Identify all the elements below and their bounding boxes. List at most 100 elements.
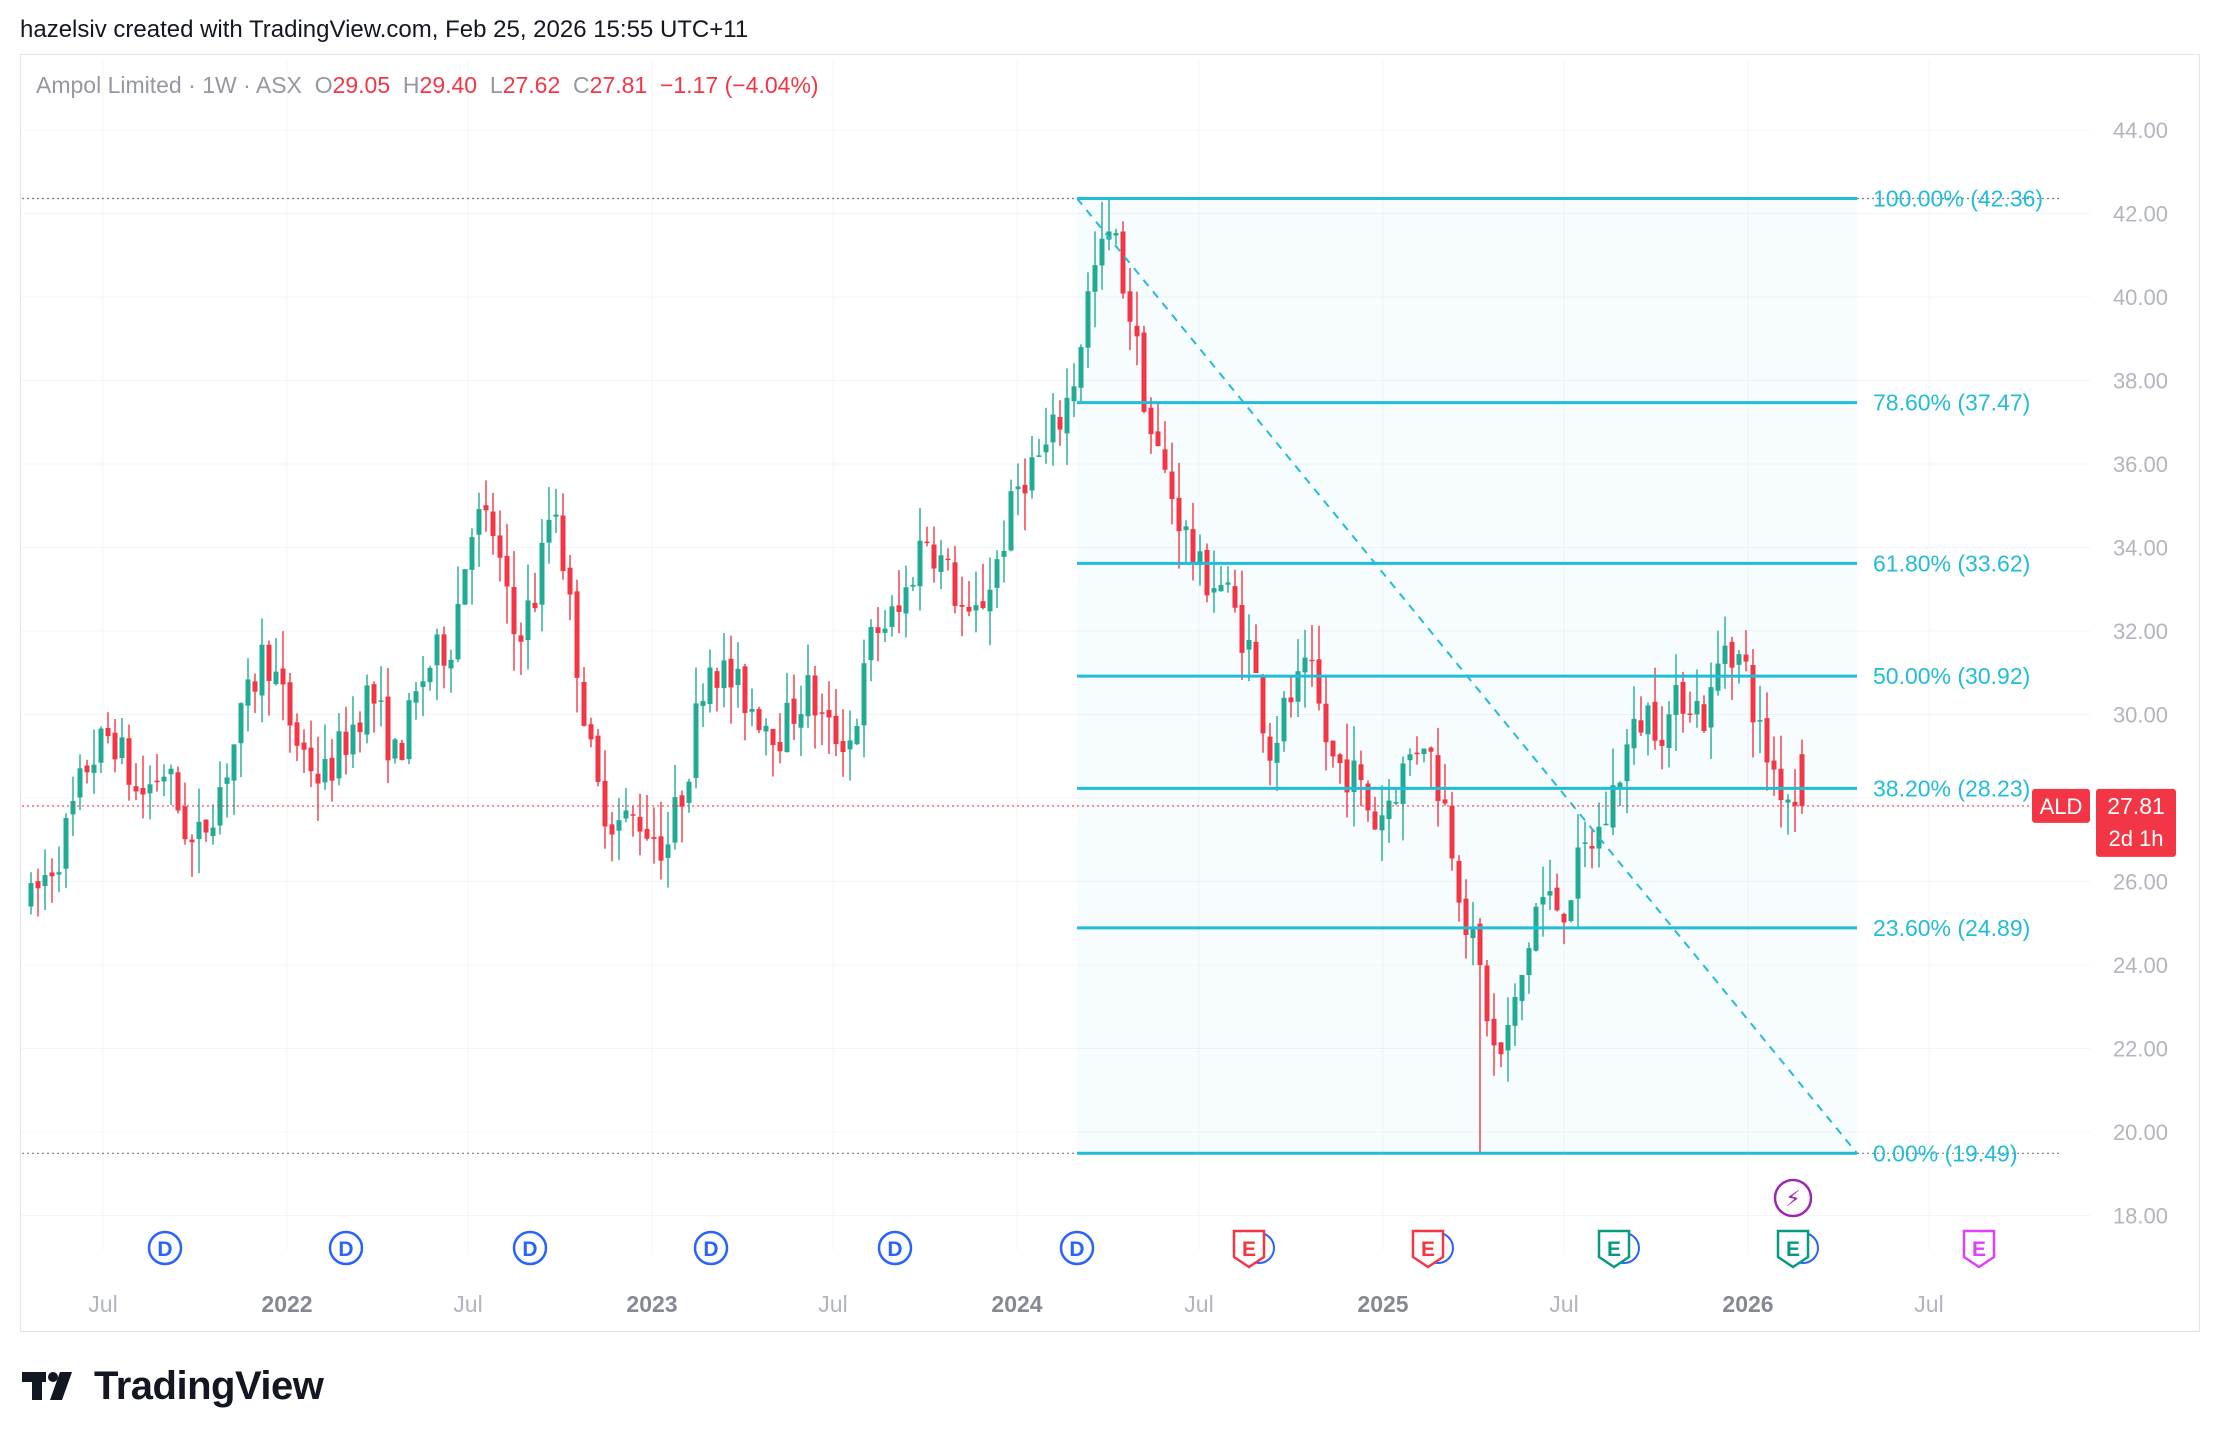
earnings-icon[interactable] bbox=[1776, 1229, 1810, 1269]
candle-body bbox=[812, 675, 818, 716]
candle-body bbox=[1477, 923, 1483, 966]
flash-icon-glyph: ⚡ bbox=[1785, 1187, 1800, 1212]
candle-body bbox=[1295, 671, 1301, 702]
y-axis-tick-label: 44.00 bbox=[2113, 118, 2168, 143]
candle-body bbox=[441, 634, 447, 666]
candle-body bbox=[210, 827, 216, 837]
low-value: 27.62 bbox=[502, 72, 561, 98]
candle-body bbox=[1211, 588, 1217, 593]
earnings-icon[interactable] bbox=[1411, 1229, 1445, 1269]
fib-level-label: 78.60% (37.47) bbox=[1873, 390, 2030, 416]
candle-body bbox=[749, 708, 755, 712]
candle-body bbox=[791, 698, 797, 724]
close-value: 27.81 bbox=[589, 72, 648, 98]
candle-body bbox=[406, 700, 412, 760]
candle-body bbox=[1190, 529, 1196, 565]
candle-body bbox=[1246, 639, 1252, 650]
candle-body bbox=[819, 712, 825, 714]
earnings-icon-letter: E bbox=[1607, 1238, 1621, 1261]
candle-body bbox=[924, 541, 930, 544]
candle-body bbox=[357, 722, 363, 733]
candle-body bbox=[518, 635, 524, 642]
candle-body bbox=[1337, 754, 1343, 764]
candle-body bbox=[469, 537, 475, 570]
candle-body bbox=[1505, 1025, 1511, 1051]
candle-body bbox=[252, 681, 258, 692]
dividend-icon[interactable] bbox=[512, 1230, 548, 1266]
candle-body bbox=[560, 515, 566, 572]
candle-body bbox=[182, 806, 188, 840]
x-axis-tick-label: Jul bbox=[453, 1291, 482, 1317]
y-axis-tick-label: 26.00 bbox=[2113, 870, 2168, 895]
candle-body bbox=[833, 715, 839, 745]
tradingview-logo[interactable]: TradingView bbox=[22, 1362, 324, 1410]
y-axis-tick-label: 24.00 bbox=[2113, 953, 2168, 978]
candle-body bbox=[987, 589, 993, 612]
interval: 1W bbox=[202, 72, 237, 98]
candle-body bbox=[364, 685, 370, 735]
x-axis-tick-label: 2026 bbox=[1722, 1291, 1773, 1317]
candle-body bbox=[910, 584, 916, 587]
legend-separator: · bbox=[188, 72, 196, 98]
candle-body bbox=[1358, 764, 1364, 781]
earnings-icon[interactable] bbox=[1962, 1229, 1996, 1269]
candle-body bbox=[448, 659, 454, 669]
flash-icon[interactable] bbox=[1773, 1178, 1813, 1218]
earnings-icon[interactable] bbox=[1232, 1229, 1266, 1269]
candle-body bbox=[91, 764, 97, 773]
x-axis-tick-label: 2025 bbox=[1357, 1291, 1408, 1317]
dividend-icon[interactable] bbox=[328, 1230, 364, 1266]
candle-body bbox=[385, 696, 391, 761]
candle-body bbox=[1008, 491, 1014, 551]
candle-body bbox=[966, 606, 972, 612]
candle-body bbox=[1239, 604, 1245, 653]
candle-body bbox=[105, 728, 111, 737]
fib-trend-line[interactable] bbox=[1076, 197, 1858, 1154]
candle-body bbox=[1267, 736, 1273, 761]
candle-body bbox=[1589, 846, 1595, 849]
fib-level-label: 61.80% (33.62) bbox=[1873, 550, 2030, 576]
candle-body bbox=[994, 559, 1000, 588]
candle-body bbox=[1722, 645, 1728, 664]
candle-body bbox=[1302, 657, 1308, 673]
dividend-icon[interactable] bbox=[1059, 1230, 1095, 1266]
fib-level-label: 0.00% (19.49) bbox=[1873, 1140, 2017, 1166]
candle-body bbox=[595, 735, 601, 782]
dividend-icon[interactable] bbox=[877, 1230, 913, 1266]
candle-body bbox=[1015, 486, 1021, 490]
y-axis-tick-label: 36.00 bbox=[2113, 452, 2168, 477]
candle-body bbox=[1141, 332, 1147, 412]
earnings-icon[interactable] bbox=[1597, 1229, 1631, 1269]
candle-body bbox=[637, 816, 643, 832]
candle-body bbox=[1120, 231, 1126, 294]
candle-body bbox=[952, 562, 958, 606]
candle-body bbox=[231, 744, 237, 781]
open-label: O bbox=[314, 72, 333, 98]
candle-body bbox=[1617, 782, 1623, 790]
candle-body bbox=[896, 605, 902, 612]
low-label: L bbox=[489, 72, 503, 98]
price-badge[interactable] bbox=[2096, 788, 2176, 857]
candle-body bbox=[119, 737, 125, 758]
y-axis-tick-label: 18.00 bbox=[2113, 1204, 2168, 1229]
candle-body bbox=[378, 700, 384, 702]
y-axis-tick-label: 30.00 bbox=[2113, 703, 2168, 728]
candle-body bbox=[1099, 238, 1105, 266]
ticker-badge[interactable] bbox=[2032, 788, 2090, 823]
candle-body bbox=[1792, 801, 1798, 806]
candle-body bbox=[1645, 705, 1651, 735]
candle-body bbox=[28, 883, 34, 907]
open-value: 29.05 bbox=[332, 72, 391, 98]
ticker-badge-label: ALD bbox=[2040, 794, 2083, 819]
candle-body bbox=[539, 542, 545, 605]
candle-body bbox=[175, 772, 181, 811]
candle-body bbox=[714, 671, 720, 688]
candle-body bbox=[1365, 783, 1371, 811]
candle-body bbox=[826, 709, 832, 718]
dividend-icon[interactable] bbox=[147, 1230, 183, 1266]
candle-body bbox=[1029, 457, 1035, 491]
dividend-icon[interactable] bbox=[693, 1230, 729, 1266]
y-axis-tick-label: 22.00 bbox=[2113, 1037, 2168, 1062]
candle-body bbox=[1771, 760, 1777, 770]
